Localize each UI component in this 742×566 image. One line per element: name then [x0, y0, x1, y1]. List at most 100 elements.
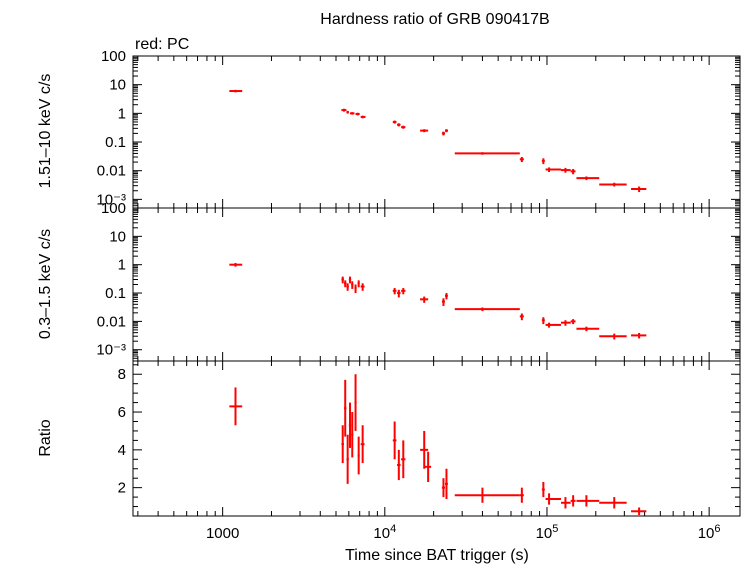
data-point [346, 110, 349, 114]
data-point [444, 293, 448, 300]
data-point [631, 186, 647, 193]
top-y-axis-label: 1.51–10 keV c/s [37, 74, 54, 189]
y-tick-label: 1 [118, 257, 126, 274]
data-point [576, 326, 600, 332]
data-point [420, 129, 429, 133]
data-point [392, 288, 397, 295]
y-tick-label: 0.1 [105, 285, 126, 302]
y-tick-label: 4 [118, 442, 126, 459]
data-point [401, 440, 406, 479]
data-point [545, 493, 561, 505]
y-tick-label: 2 [118, 480, 126, 497]
data-point [343, 280, 347, 288]
y-tick-label: 0.1 [105, 134, 126, 151]
data-point [545, 322, 561, 328]
data-point [560, 167, 571, 173]
data-point [397, 289, 401, 298]
data-point [341, 108, 347, 112]
data-point [545, 167, 561, 173]
data-point [441, 131, 445, 136]
panel-middle: 100 10 1 0.1 0.01 10⁻³ [96, 200, 741, 362]
x-tick-label: 1000 [206, 525, 239, 542]
data-point [341, 276, 344, 284]
data-point [425, 451, 432, 482]
data-point [351, 412, 354, 458]
data-point [343, 379, 347, 437]
data-point [441, 478, 445, 498]
data-point [560, 497, 571, 509]
data-point [355, 112, 360, 116]
data-point [444, 468, 448, 499]
data-point [599, 497, 627, 509]
data-point [341, 425, 344, 464]
data-point [360, 283, 365, 291]
y-tick-label: 6 [118, 404, 126, 421]
x-tick-label: 106 [698, 523, 721, 542]
data-point [346, 434, 349, 484]
y-tick-label: 10 [109, 77, 126, 94]
y-tick-label: 10⁻³ [96, 342, 126, 359]
data-point [541, 481, 545, 498]
panel-frame-middle [132, 207, 741, 362]
data-point [346, 283, 349, 291]
data-point [576, 176, 600, 181]
data-point [599, 182, 627, 187]
y-tick-label: 1 [118, 105, 126, 122]
data-point [454, 152, 520, 155]
data-point [360, 425, 365, 464]
data-point [631, 332, 647, 339]
middle-y-axis-label: 0.3–1.5 keV c/s [37, 229, 54, 339]
data-point [420, 296, 429, 303]
data-point [351, 281, 354, 289]
y-tick-label: 0.01 [97, 313, 126, 330]
data-point [357, 436, 360, 475]
panel-bottom: 2 4 6 8 [118, 360, 741, 517]
x-axis-label: Time since BAT trigger (s) [345, 547, 529, 564]
data-point [541, 158, 545, 165]
panel-frame-bottom [132, 360, 741, 517]
data-point [541, 317, 545, 325]
data-point [392, 120, 397, 124]
x-tick-label: 105 [536, 523, 559, 542]
data-point [454, 307, 520, 312]
data-point [519, 157, 524, 163]
data-point [519, 487, 524, 503]
data-point [401, 288, 406, 295]
y-tick-label: 0.01 [97, 163, 126, 180]
data-point [354, 374, 357, 431]
data-point [354, 284, 357, 294]
data-point [360, 115, 366, 119]
data-point [519, 313, 524, 321]
data-point [229, 262, 243, 267]
data-point [441, 298, 445, 306]
data-point [397, 123, 401, 127]
data-point [599, 333, 627, 340]
data-point [348, 402, 352, 448]
data-point [348, 276, 352, 284]
panel-top: 100 10 1 0.1 0.01 10⁻³ [96, 48, 741, 209]
data-point [570, 168, 576, 175]
data-point [570, 319, 576, 325]
data-point [454, 487, 520, 503]
data-point [576, 495, 600, 507]
pc-annotation: red: PC [135, 36, 189, 53]
y-tick-label: 10 [109, 228, 126, 245]
data-point [392, 421, 397, 460]
data-point [229, 89, 243, 93]
y-tick-label: 10⁻³ [96, 191, 126, 208]
y-tick-label: 100 [101, 200, 126, 217]
data-point [350, 112, 355, 115]
data-point [631, 507, 647, 516]
data-point [229, 387, 243, 426]
data-point [570, 495, 576, 507]
data-point [444, 129, 448, 133]
data-point [397, 449, 401, 481]
bottom-y-axis-label: Ratio [37, 419, 54, 456]
data-point [357, 280, 360, 288]
x-tick-label: 104 [373, 523, 396, 542]
panels: 1001010.10.0110⁻³1001010.10.0110⁻³246810… [96, 48, 741, 542]
y-tick-label: 100 [101, 48, 126, 65]
data-point [401, 125, 406, 129]
chart-title: Hardness ratio of GRB 090417B [320, 11, 549, 28]
